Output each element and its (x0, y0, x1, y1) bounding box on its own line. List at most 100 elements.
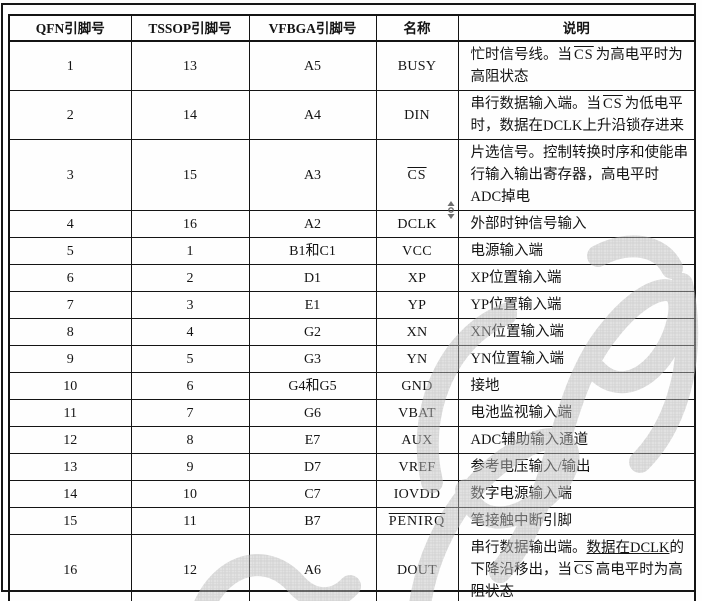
cell-pin-description: 外部时钟信号输入 (457, 210, 696, 238)
cell-qfn-pin: 6 (8, 264, 132, 292)
header-name: 名称 (375, 14, 459, 42)
cell-qfn-pin: 13 (8, 453, 132, 481)
cell-tssop-pin: 4 (130, 318, 250, 346)
cell-tssop-pin: 11 (130, 507, 250, 535)
cell-tssop-pin: 12 (130, 534, 250, 601)
table-row: 12 8 E7 AUX ADC辅助输入通道 (8, 426, 696, 454)
cell-pin-name: XP (375, 264, 459, 292)
table-row: 10 6 G4和G5 GND 接地 (8, 372, 696, 400)
cell-tssop-pin: 3 (130, 291, 250, 319)
cell-pin-description: YP位置输入端 (457, 291, 696, 319)
cell-pin-name: VBAT (375, 399, 459, 427)
header-desc: 说明 (457, 14, 696, 42)
cell-pin-description: 片选信号。控制转换时序和使能串行输入输出寄存器，高电平时ADC掉电 (457, 139, 696, 211)
table-row: 1 13 A5 BUSY 忙时信号线。当 CS 为高电平时为高阻状态 (8, 40, 696, 91)
table-row: 11 7 G6 VBAT 电池监视输入端 (8, 399, 696, 427)
cell-tssop-pin: 10 (130, 480, 250, 508)
cell-tssop-pin: 1 (130, 237, 250, 265)
cell-pin-description: XN位置输入端 (457, 318, 696, 346)
cell-pin-name: GND (375, 372, 459, 400)
table-row: 8 4 G2 XN XN位置输入端 (8, 318, 696, 346)
cell-pin-description: 串行数据输出端。数据在DCLK的下降沿移出，当 CS 高电平时为高阻状态 (457, 534, 696, 601)
cell-pin-description: YN位置输入端 (457, 345, 696, 373)
cell-qfn-pin: 1 (8, 40, 132, 91)
cell-qfn-pin: 10 (8, 372, 132, 400)
cell-tssop-pin: 8 (130, 426, 250, 454)
cell-qfn-pin: 7 (8, 291, 132, 319)
cell-vfbga-pin: G4和G5 (248, 372, 377, 400)
cell-vfbga-pin: A6 (248, 534, 377, 601)
cell-qfn-pin: 12 (8, 426, 132, 454)
cell-vfbga-pin: C7 (248, 480, 377, 508)
cell-qfn-pin: 9 (8, 345, 132, 373)
cell-pin-description: ADC辅助输入通道 (457, 426, 696, 454)
table-row: 9 5 G3 YN YN位置输入端 (8, 345, 696, 373)
cell-pin-description: 串行数据输入端。当 CS 为低电平时，数据在DCLK上升沿锁存进来 (457, 90, 696, 140)
cell-pin-name: VREF (375, 453, 459, 481)
cell-pin-description: 笔接触中断引脚 (457, 507, 696, 535)
cell-qfn-pin: 15 (8, 507, 132, 535)
header-qfn: QFN引脚号 (8, 14, 132, 42)
cell-vfbga-pin: A5 (248, 40, 377, 91)
cell-vfbga-pin: G2 (248, 318, 377, 346)
table-row: 16 12 A6 DOUT 串行数据输出端。数据在DCLK的下降沿移出，当 CS 高… (8, 534, 696, 601)
cell-tssop-pin: 6 (130, 372, 250, 400)
cell-pin-name: YP (375, 291, 459, 319)
cell-vfbga-pin: G6 (248, 399, 377, 427)
cell-tssop-pin: 9 (130, 453, 250, 481)
cell-vfbga-pin: D7 (248, 453, 377, 481)
cell-pin-name: DIN (375, 90, 459, 140)
cell-pin-description: 忙时信号线。当 CS 为高电平时为高阻状态 (457, 40, 696, 91)
cell-qfn-pin: 5 (8, 237, 132, 265)
cell-vfbga-pin: A2 (248, 210, 377, 238)
table-row: 4 16 A2 DCLK 外部时钟信号输入 (8, 210, 696, 238)
cell-tssop-pin: 5 (130, 345, 250, 373)
table-row: 14 10 C7 IOVDD 数字电源输入端 (8, 480, 696, 508)
cell-vfbga-pin: E7 (248, 426, 377, 454)
table-row: 13 9 D7 VREF 参考电压输入/输出 (8, 453, 696, 481)
cell-tssop-pin: 13 (130, 40, 250, 91)
cell-pin-name: YN (375, 345, 459, 373)
cell-pin-name: CS (375, 139, 459, 211)
cell-vfbga-pin: A4 (248, 90, 377, 140)
pin-description-table: QFN引脚号 TSSOP引脚号 VFBGA引脚号 名称 说明 1 13 A5 B… (8, 14, 696, 601)
cell-pin-name: XN (375, 318, 459, 346)
cell-qfn-pin: 4 (8, 210, 132, 238)
table-row: 15 11 B7 PENIRQ 笔接触中断引脚 (8, 507, 696, 535)
cell-tssop-pin: 15 (130, 139, 250, 211)
table-row: 7 3 E1 YP YP位置输入端 (8, 291, 696, 319)
cell-pin-description: 电源输入端 (457, 237, 696, 265)
cell-pin-name: IOVDD (375, 480, 459, 508)
cell-pin-name: AUX (375, 426, 459, 454)
cell-tssop-pin: 14 (130, 90, 250, 140)
cell-qfn-pin: 16 (8, 534, 132, 601)
cell-pin-description: 参考电压输入/输出 (457, 453, 696, 481)
cell-pin-name: BUSY (375, 40, 459, 91)
cell-pin-name: DCLK (375, 210, 459, 238)
cell-vfbga-pin: B7 (248, 507, 377, 535)
cell-qfn-pin: 14 (8, 480, 132, 508)
cell-vfbga-pin: A3 (248, 139, 377, 211)
table-row: 3 15 A3 CS 片选信号。控制转换时序和使能串行输入输出寄存器，高电平时A… (8, 139, 696, 211)
cell-pin-description: 电池监视输入端 (457, 399, 696, 427)
pin-table-body: 1 13 A5 BUSY 忙时信号线。当 CS 为高电平时为高阻状态 2 14 A4… (8, 40, 696, 601)
cell-tssop-pin: 2 (130, 264, 250, 292)
cell-pin-description: 数字电源输入端 (457, 480, 696, 508)
cell-tssop-pin: 7 (130, 399, 250, 427)
header-tssop: TSSOP引脚号 (130, 14, 250, 42)
header-vfbga: VFBGA引脚号 (248, 14, 377, 42)
cell-tssop-pin: 16 (130, 210, 250, 238)
cell-pin-name: PENIRQ (375, 507, 459, 535)
cell-vfbga-pin: B1和C1 (248, 237, 377, 265)
cell-vfbga-pin: E1 (248, 291, 377, 319)
cell-vfbga-pin: D1 (248, 264, 377, 292)
table-row: 5 1 B1和C1 VCC 电源输入端 (8, 237, 696, 265)
cell-qfn-pin: 2 (8, 90, 132, 140)
cell-qfn-pin: 11 (8, 399, 132, 427)
cell-pin-name: VCC (375, 237, 459, 265)
cell-pin-name: DOUT (375, 534, 459, 601)
cell-pin-description: 接地 (457, 372, 696, 400)
cell-vfbga-pin: G3 (248, 345, 377, 373)
cell-qfn-pin: 3 (8, 139, 132, 211)
